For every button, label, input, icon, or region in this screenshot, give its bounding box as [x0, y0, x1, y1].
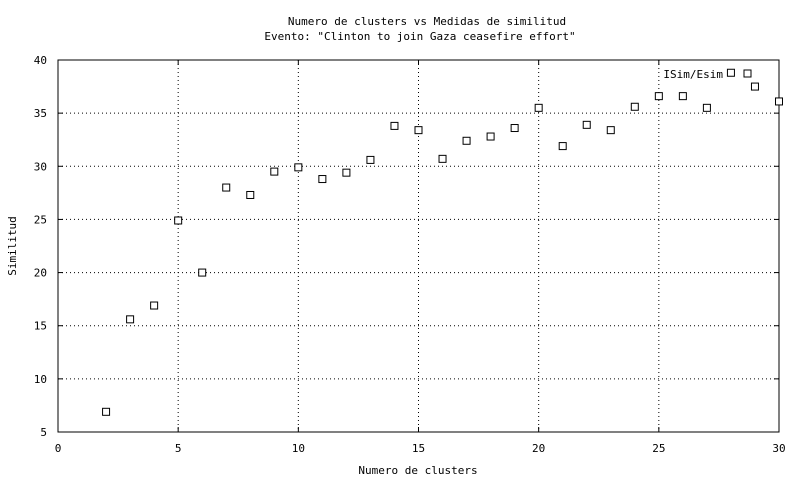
x-tick-label: 0	[55, 442, 62, 455]
data-point	[630, 102, 639, 111]
legend-label: ISim/Esim	[663, 68, 723, 81]
data-point	[654, 92, 663, 101]
data-point	[366, 155, 375, 164]
y-tick-label: 10	[34, 373, 47, 386]
chart-subtitle: Evento: "Clinton to join Gaza ceasefire …	[264, 30, 575, 43]
data-point	[174, 216, 183, 225]
data-point	[246, 190, 255, 199]
data-point	[462, 136, 471, 145]
data-point	[582, 120, 591, 129]
y-tick-label: 30	[34, 160, 47, 173]
data-point	[198, 268, 207, 277]
x-tick-label: 10	[292, 442, 305, 455]
y-tick-label: 25	[34, 213, 47, 226]
y-axis-label: Similitud	[6, 216, 19, 276]
data-point	[294, 163, 303, 172]
x-tick-labels: 0 5 10 15 20 25 30	[55, 442, 786, 455]
data-point	[702, 103, 711, 112]
data-point	[342, 168, 351, 177]
data-point	[390, 121, 399, 130]
y-tick-label: 20	[34, 267, 47, 280]
data-point	[150, 301, 159, 310]
x-tick-label: 25	[652, 442, 665, 455]
data-points	[102, 68, 783, 416]
x-tick-label: 15	[412, 442, 425, 455]
axis-ticks	[57, 59, 780, 433]
data-point	[750, 82, 759, 91]
y-tick-label: 15	[34, 320, 47, 333]
data-point	[726, 68, 735, 77]
y-tick-label: 35	[34, 107, 47, 120]
data-point	[102, 407, 111, 416]
data-point	[606, 126, 615, 135]
legend: ISim/Esim	[663, 68, 752, 81]
y-tick-label: 5	[40, 426, 47, 439]
data-point	[486, 132, 495, 141]
data-point	[270, 167, 279, 176]
data-point	[678, 92, 687, 101]
x-tick-label: 30	[772, 442, 785, 455]
grid	[58, 60, 779, 432]
chart-title: Numero de clusters vs Medidas de similit…	[288, 15, 566, 28]
data-point	[318, 175, 327, 184]
legend-marker	[743, 69, 752, 78]
data-point	[558, 142, 567, 151]
data-point	[775, 97, 783, 106]
x-tick-label: 5	[175, 442, 182, 455]
data-point	[222, 183, 231, 192]
x-axis-label: Numero de clusters	[358, 464, 477, 477]
data-point	[126, 315, 135, 324]
data-point	[510, 124, 519, 133]
x-tick-label: 20	[532, 442, 545, 455]
y-tick-labels: 5 10 15 20 25 30 35 40	[34, 54, 47, 439]
data-point	[534, 103, 543, 112]
data-point	[414, 126, 423, 135]
data-point	[438, 154, 447, 163]
y-tick-label: 40	[34, 54, 47, 67]
